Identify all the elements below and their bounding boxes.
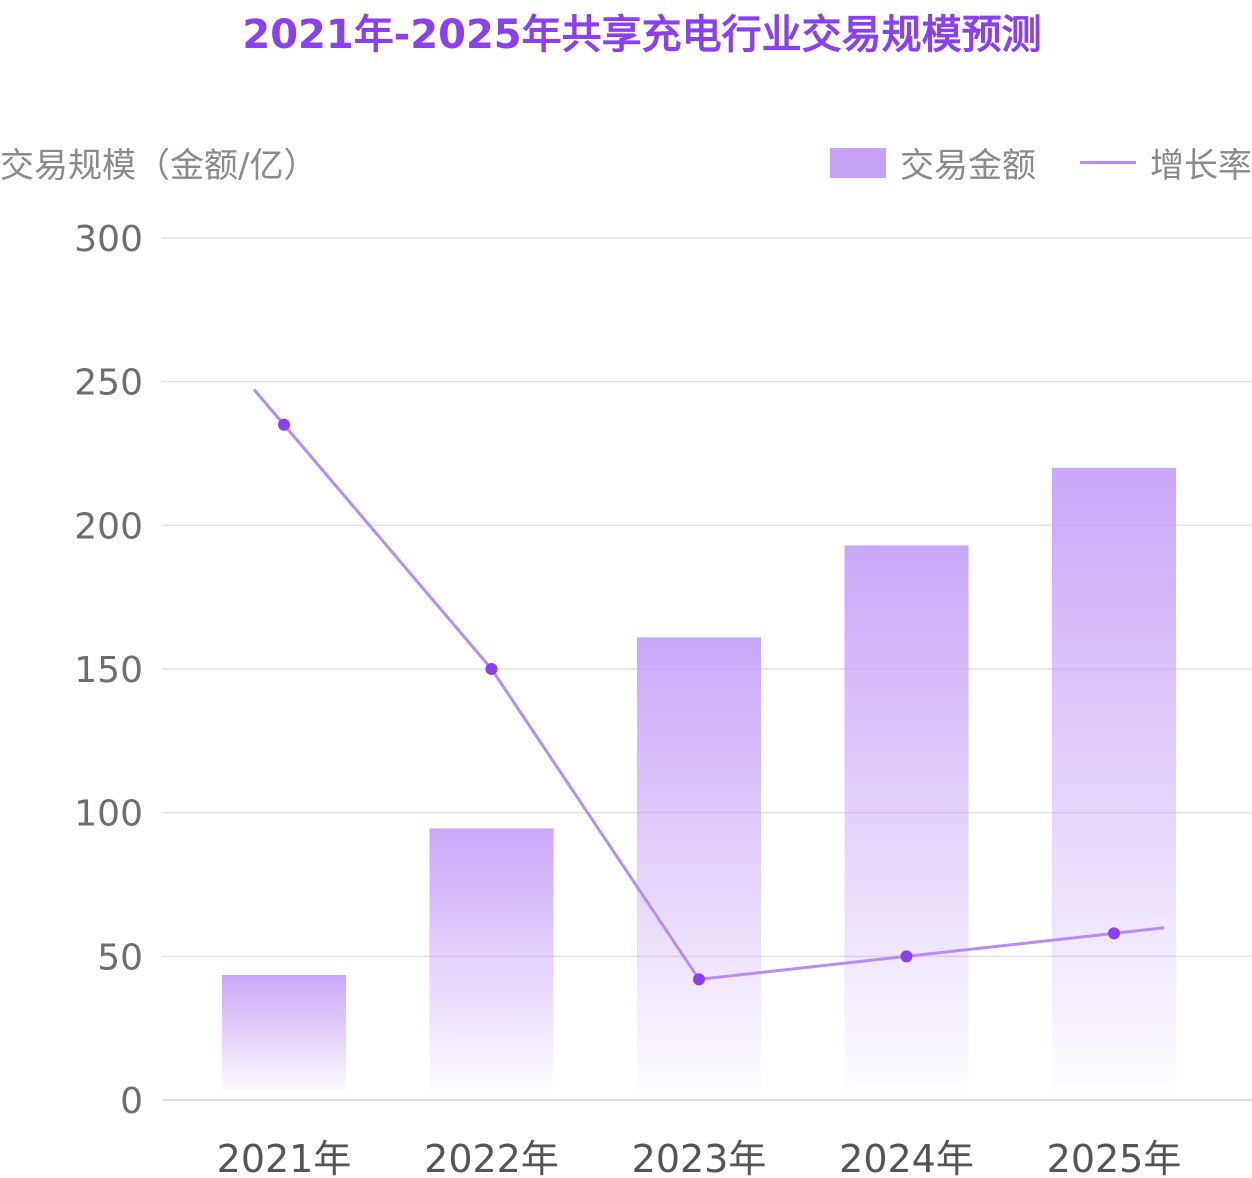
growth-point-2025年 <box>1108 927 1120 940</box>
growth-point-2021年 <box>278 418 290 431</box>
x-tick-label: 2025年 <box>1047 1137 1182 1178</box>
y-axis-title: 交易规模（金额/亿） <box>0 146 318 186</box>
bar-2023年 <box>637 637 761 1092</box>
y-tick-label: 200 <box>74 506 143 547</box>
legend-line-swatch <box>1080 161 1136 164</box>
y-tick-label: 300 <box>74 219 143 260</box>
x-tick-label: 2024年 <box>839 1137 974 1178</box>
bar-2021年 <box>222 975 346 1092</box>
y-tick-label: 250 <box>74 363 143 404</box>
y-tick-label: 0 <box>120 1081 143 1122</box>
legend-bar-label: 交易金额 <box>900 146 1036 186</box>
axis-labels: 0 50 100 150 200 250 300 2021年 2022年 2023年 2024年 20… <box>74 219 1181 1178</box>
growth-point-2024年 <box>900 950 913 963</box>
bar-2022年 <box>429 828 554 1092</box>
legend-item-bar: 交易金额 <box>830 138 1036 187</box>
legend-bar-swatch <box>830 147 886 178</box>
growth-line-series <box>252 388 1165 986</box>
x-tick-label: 2022年 <box>424 1137 559 1178</box>
y-tick-label: 150 <box>74 650 143 691</box>
bars <box>222 467 1176 1092</box>
bar-2024年 <box>844 545 969 1092</box>
legend-line-label: 增长率 <box>1150 146 1252 186</box>
growth-point-2023年 <box>693 973 705 986</box>
chart-title: 2021年-2025年共享充电行业交易规模预测 <box>242 12 1042 58</box>
x-tick-label: 2023年 <box>632 1137 767 1178</box>
y-tick-label: 100 <box>74 794 143 835</box>
growth-point-2022年 <box>485 663 498 675</box>
legend-item-line: 增长率 <box>1036 138 1252 187</box>
x-tick-label: 2021年 <box>217 1137 352 1178</box>
y-tick-label: 50 <box>97 937 143 978</box>
bar-2025年 <box>1052 467 1176 1092</box>
legend: 交易金额 增长率 <box>830 138 1252 187</box>
